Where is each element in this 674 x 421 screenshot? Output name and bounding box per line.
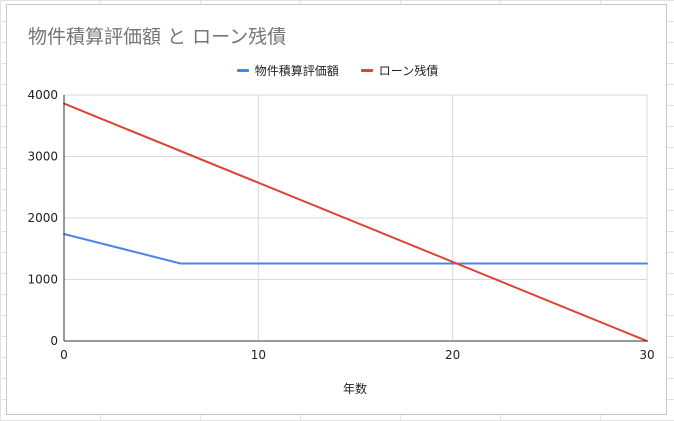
x-tick-label: 20 bbox=[445, 348, 460, 362]
x-tick-label: 10 bbox=[251, 348, 266, 362]
legend-item-series-1[interactable]: 物件積算評価額 bbox=[236, 62, 339, 79]
series-layer bbox=[63, 102, 648, 342]
label-layer: 0 1000 2000 3000 4000 0 10 20 30 bbox=[27, 88, 654, 362]
chart-legend: 物件積算評価額 ローン残債 bbox=[7, 62, 668, 79]
legend-label-series-1: 物件積算評価額 bbox=[254, 64, 339, 78]
chart-title: 物件積算評価額 と ローン残債 bbox=[28, 26, 287, 48]
x-tick-label: 30 bbox=[639, 348, 654, 362]
legend-label-series-2: ローン残債 bbox=[378, 64, 439, 78]
series-line-2 bbox=[63, 102, 648, 342]
legend-item-series-2[interactable]: ローン残債 bbox=[360, 62, 439, 79]
x-axis-title: 年数 bbox=[343, 381, 367, 396]
y-tick-label: 3000 bbox=[27, 150, 58, 164]
chart-container[interactable]: 物件積算評価額 と ローン残債 物件積算評価額 ローン残債 0 1000 2000 3… bbox=[6, 4, 667, 415]
legend-swatch-series-1 bbox=[236, 69, 249, 72]
legend-swatch-series-2 bbox=[360, 69, 373, 72]
x-tick-label: 0 bbox=[60, 348, 68, 362]
grid-layer bbox=[64, 94, 648, 341]
axis-layer bbox=[63, 95, 647, 342]
series-line-1 bbox=[63, 232, 648, 265]
y-tick-label: 2000 bbox=[27, 211, 58, 225]
y-tick-label: 1000 bbox=[27, 273, 58, 287]
y-tick-label: 4000 bbox=[27, 88, 58, 102]
y-tick-label: 0 bbox=[50, 334, 58, 348]
chart-plot: 0 1000 2000 3000 4000 0 10 20 30 年数 bbox=[27, 88, 654, 396]
